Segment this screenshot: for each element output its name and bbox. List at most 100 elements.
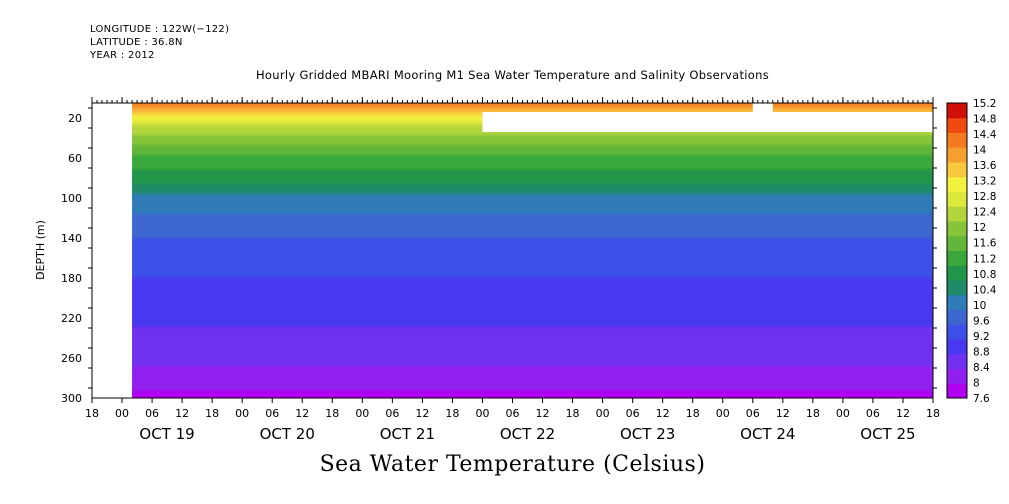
colorbar-swatch	[947, 162, 967, 178]
colorbar-label: 9.6	[973, 315, 990, 327]
colorbar-label: 11.6	[973, 238, 997, 250]
colorbar-label: 10.8	[973, 269, 996, 281]
x-day-label: OCT 24	[740, 425, 795, 443]
x-hour-label: 00	[836, 407, 850, 420]
colorbar-swatch	[947, 353, 967, 369]
colorbar-label: 12	[973, 222, 986, 234]
x-hour-label: 18	[85, 407, 99, 420]
x-day-label: OCT 21	[380, 425, 435, 443]
latitude-label: LATITUDE : 36.8N	[90, 37, 183, 48]
x-hour-label: 12	[415, 407, 429, 420]
colorbar-swatch	[947, 339, 967, 355]
colorbar-label: 10	[973, 300, 986, 312]
colorbar-swatch	[947, 206, 967, 222]
colorbar-label: 12.4	[973, 207, 997, 219]
colorbar-swatch	[947, 176, 967, 192]
x-hour-label: 12	[536, 407, 550, 420]
colorbar-swatch	[947, 294, 967, 310]
colorbar: 7.6 8 8.4 8.8 9.2 9.6 10 10.4 10.8 11.2 11.6 12 12.4…	[946, 98, 997, 405]
x-hour-label: 12	[295, 407, 309, 420]
x-hour-label: 00	[355, 407, 369, 420]
x-hour-label: 00	[115, 407, 129, 420]
colorbar-label: 14.8	[973, 114, 996, 126]
missing-data-region	[92, 103, 133, 398]
colorbar-label: 14	[973, 145, 987, 157]
x-day-label: OCT 25	[860, 425, 915, 443]
colorbar-swatch	[947, 368, 967, 384]
y-tick-label: 60	[68, 152, 82, 165]
colorbar-swatch	[947, 132, 967, 148]
colorbar-swatch	[947, 117, 967, 133]
x-hour-label: 06	[145, 407, 159, 420]
x-hour-label: 18	[205, 407, 219, 420]
y-tick-label: 100	[61, 192, 82, 205]
x-hour-label: 18	[926, 407, 940, 420]
y-tick-label: 180	[61, 272, 82, 285]
chart-title: Hourly Gridded MBARI Mooring M1 Sea Wate…	[255, 68, 770, 82]
colorbar-label: 11.2	[973, 253, 996, 265]
year-label: YEAR : 2012	[90, 50, 155, 61]
colorbar-swatch	[947, 147, 967, 163]
colorbar-label: 7.6	[973, 393, 990, 405]
colorbar-swatch	[947, 250, 967, 266]
colorbar-swatch	[947, 280, 967, 296]
colorbar-swatch	[947, 383, 967, 399]
colorbar-label: 10.4	[973, 284, 997, 296]
x-hour-label: 00	[475, 407, 489, 420]
y-tick-label: 220	[61, 312, 82, 325]
x-hour-label: 06	[506, 407, 520, 420]
x-day-label: OCT 22	[500, 425, 555, 443]
x-hour-label: 00	[596, 407, 610, 420]
x-hour-label: 18	[806, 407, 820, 420]
x-hour-label: 06	[265, 407, 279, 420]
x-hour-label: 12	[175, 407, 189, 420]
x-hour-label: 06	[385, 407, 399, 420]
colorbar-swatch	[947, 221, 967, 237]
colorbar-swatch	[947, 324, 967, 340]
plot-area	[92, 103, 933, 398]
temperature-field	[92, 103, 933, 398]
missing-data-region	[752, 103, 773, 112]
x-day-label: OCT 23	[620, 425, 675, 443]
x-hour-label: 06	[866, 407, 880, 420]
x-day-label: OCT 20	[260, 425, 315, 443]
colorbar-label: 9.2	[973, 331, 990, 343]
x-hour-label: 12	[656, 407, 670, 420]
colorbar-label: 12.8	[973, 191, 996, 203]
x-axis: 18 00 06 12 18 00 06 12 18 00 06 12 18 00 06 12 18 00 06 12…	[85, 97, 940, 443]
colorbar-label: 13.2	[973, 176, 996, 188]
x-axis-title: Sea Water Temperature (Celsius)	[319, 452, 706, 477]
colorbar-swatch	[947, 265, 967, 281]
colorbar-label: 8	[973, 377, 980, 389]
colorbar-border	[946, 102, 968, 399]
colorbar-label: 8.8	[973, 346, 990, 358]
x-hour-label: 12	[776, 407, 790, 420]
colorbar-label: 13.6	[973, 160, 997, 172]
y-tick-label: 140	[61, 232, 82, 245]
colorbar-swatch	[947, 309, 967, 325]
x-hour-label: 18	[686, 407, 700, 420]
colorbar-label: 14.4	[973, 129, 997, 141]
x-hour-label: 18	[445, 407, 459, 420]
colorbar-label: 15.2	[973, 98, 996, 110]
y-axis: 20 60 100 140 180 220 260 300	[61, 107, 937, 405]
x-hour-label: 06	[626, 407, 640, 420]
y-tick-label: 20	[68, 112, 82, 125]
x-hour-label: 06	[746, 407, 760, 420]
y-axis-label: DEPTH (m)	[34, 220, 47, 280]
colorbar-swatch	[947, 235, 967, 251]
x-hour-label: 12	[896, 407, 910, 420]
x-hour-label: 00	[235, 407, 249, 420]
x-hour-label: 18	[325, 407, 339, 420]
y-tick-label: 260	[61, 352, 82, 365]
colorbar-swatch	[947, 191, 967, 207]
colorbar-label: 8.4	[973, 362, 990, 374]
x-hour-label: 18	[566, 407, 580, 420]
missing-data-region	[482, 112, 933, 132]
x-day-label: OCT 19	[139, 425, 194, 443]
x-hour-label: 00	[716, 407, 730, 420]
colorbar-swatch	[947, 103, 967, 119]
y-tick-label: 300	[61, 392, 82, 405]
longitude-label: LONGITUDE : 122W(−122)	[90, 24, 230, 35]
